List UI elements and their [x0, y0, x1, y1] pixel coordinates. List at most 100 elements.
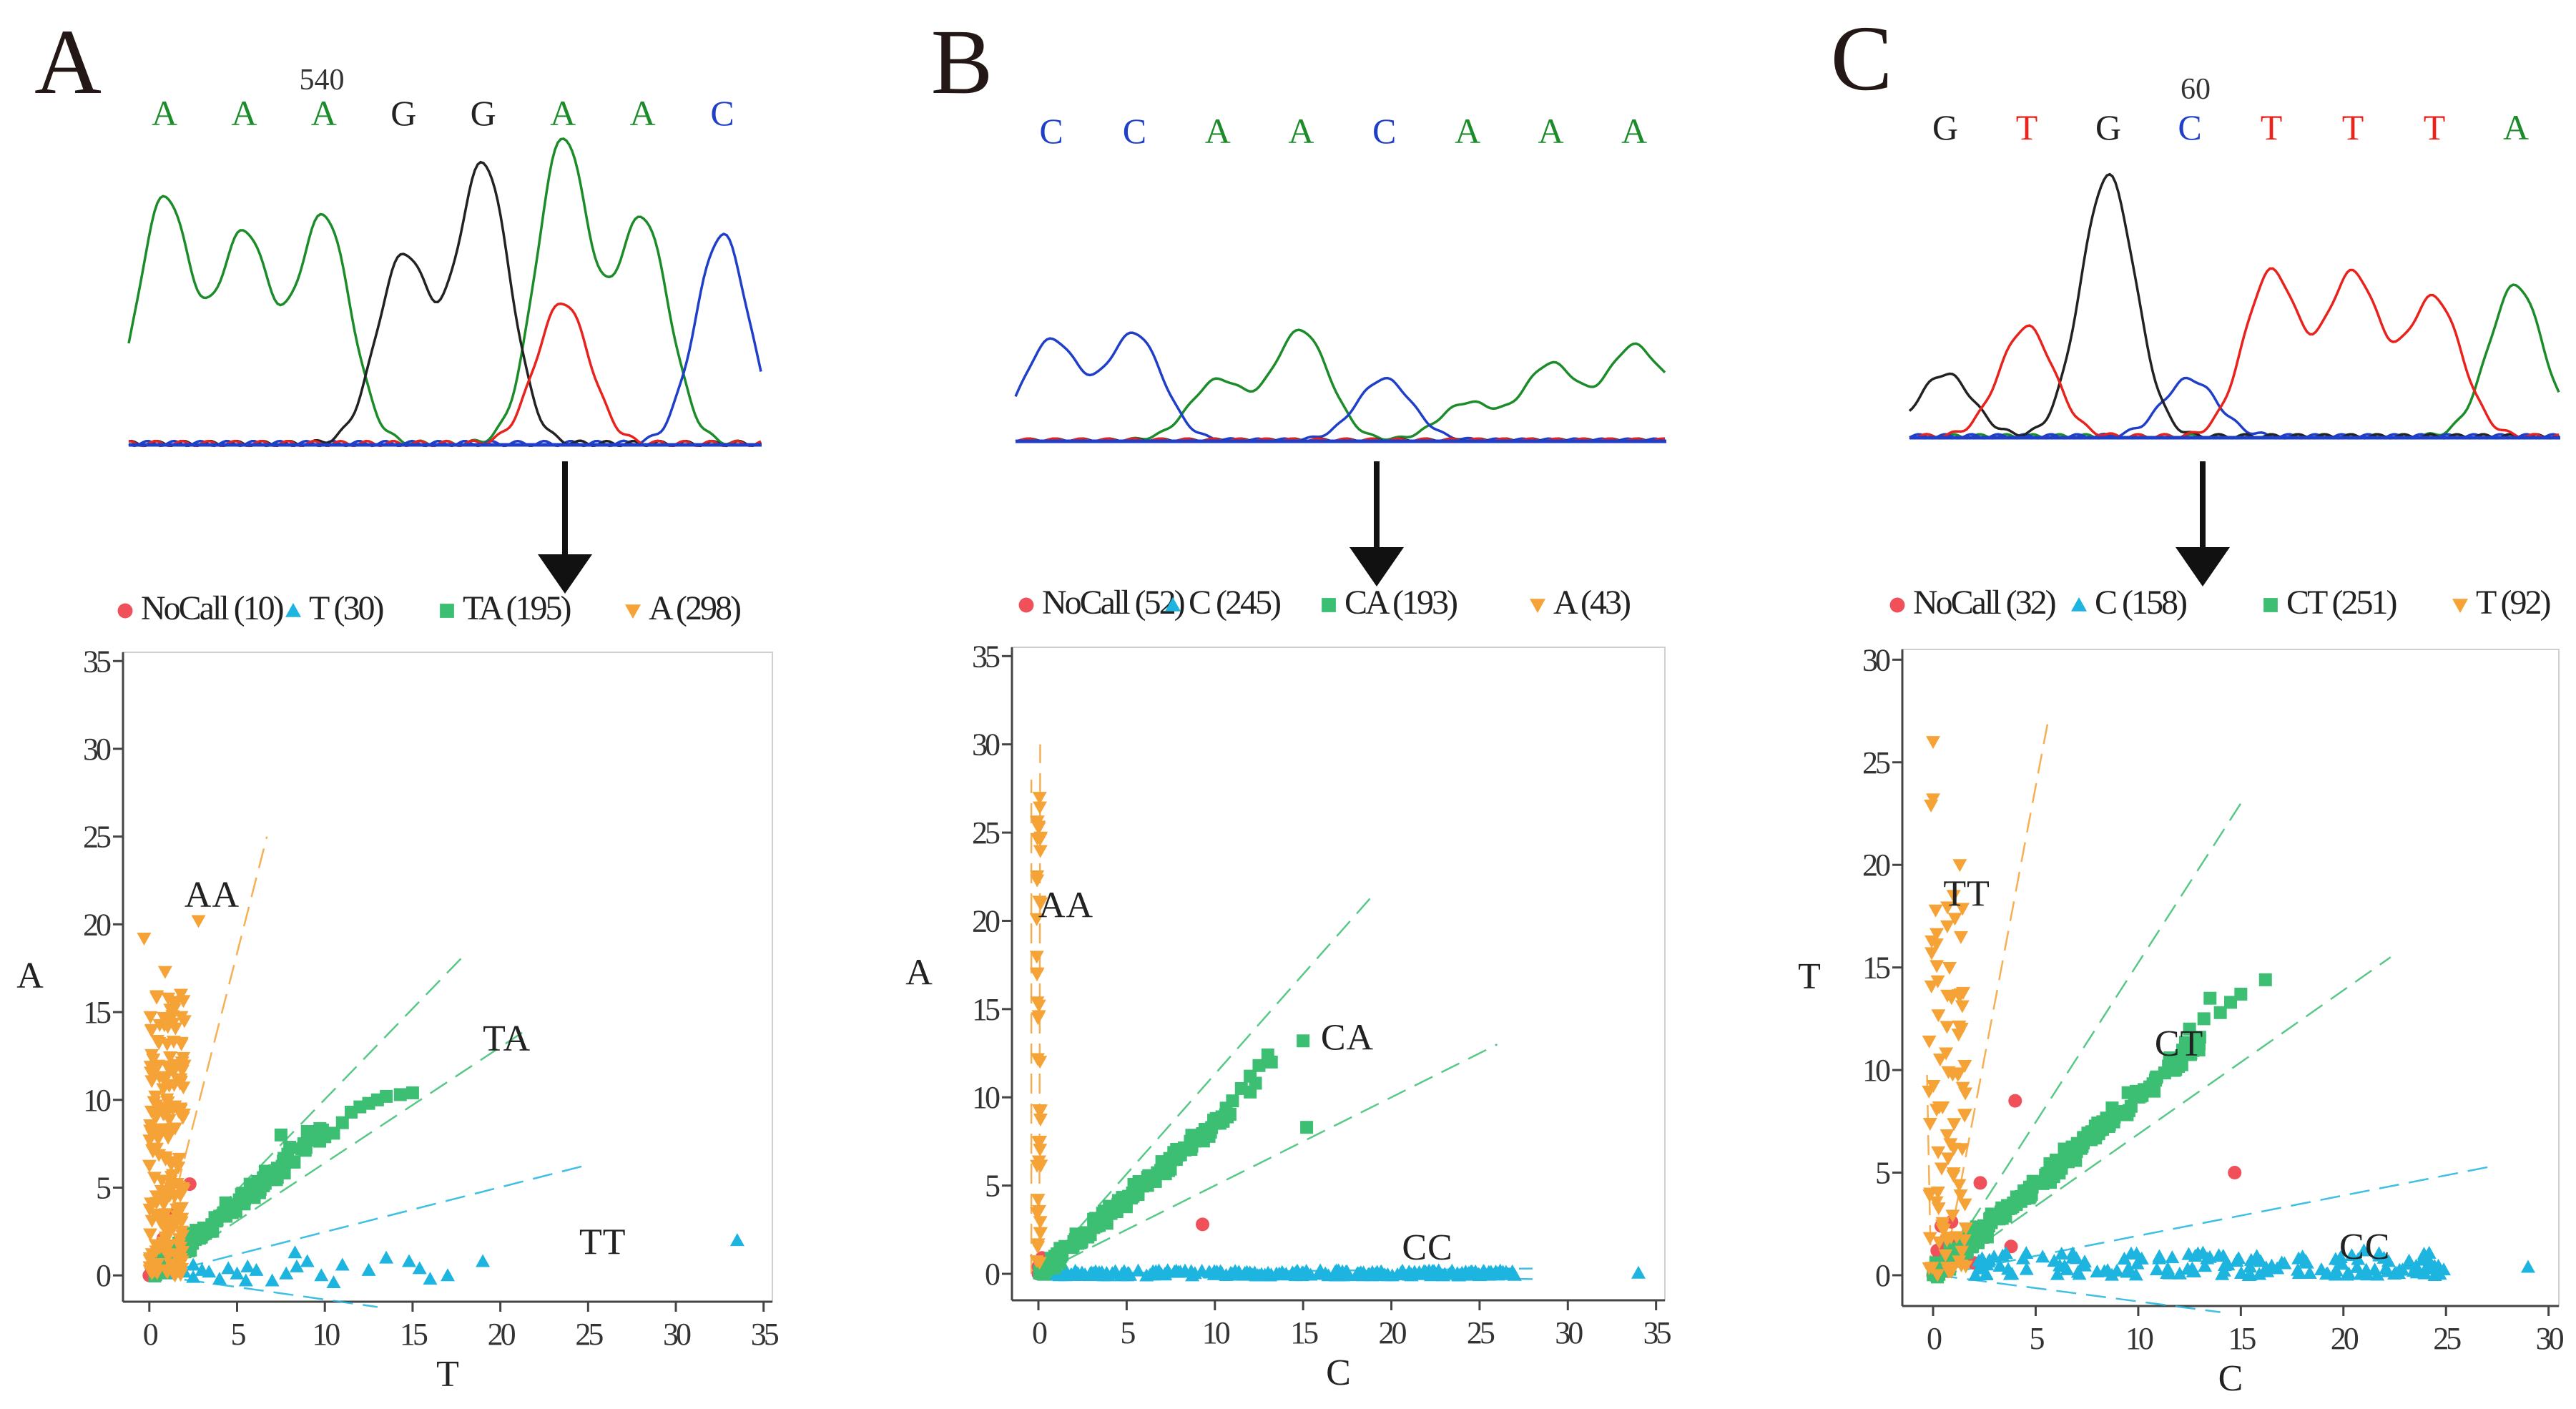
hom-x-point	[300, 1254, 315, 1267]
base-call: C	[710, 93, 734, 133]
hom-y-point	[143, 1228, 158, 1242]
het-point	[1300, 1121, 1314, 1134]
cluster-label: CT	[2155, 1023, 2203, 1064]
legend-label: NoCall (52)	[1042, 584, 1184, 622]
het-point	[2224, 996, 2237, 1009]
hom-y-point	[1033, 845, 1048, 858]
hom-y-point	[1030, 967, 1045, 981]
base-call: T	[2424, 107, 2446, 147]
hom-y-point	[1924, 980, 1939, 993]
x-axis-label: C	[2218, 1358, 2243, 1399]
legend-label: T (30)	[309, 589, 383, 627]
legend-label: NoCall (10)	[141, 589, 283, 627]
y-tick-label: 5	[985, 1169, 1000, 1204]
het-point	[1980, 1222, 1994, 1235]
het-point	[229, 1204, 242, 1218]
het-point	[237, 1193, 250, 1207]
hom-x-point	[1157, 1267, 1172, 1281]
hom-y-point	[1930, 1269, 1945, 1282]
trace-g	[1908, 172, 2560, 440]
legend-label: A (298)	[649, 589, 740, 627]
hom-x-point	[2417, 1250, 2432, 1263]
base-call: A	[311, 93, 337, 133]
y-tick-label: 0	[985, 1257, 1000, 1292]
hom-x-point	[2054, 1246, 2069, 1260]
hom-x-point	[1083, 1266, 1098, 1280]
cluster-boundary-line	[1038, 1044, 1498, 1275]
het-point	[1216, 1110, 1229, 1124]
hom-x-point	[2341, 1266, 2356, 1280]
cluster-boundary-line	[153, 836, 268, 1276]
hom-y-point	[1033, 1135, 1048, 1149]
hom-y-point	[157, 1071, 172, 1085]
het-point	[2183, 1022, 2196, 1036]
hom-y-point	[1032, 1257, 1047, 1270]
het-point	[1116, 1191, 1129, 1204]
het-point	[2053, 1167, 2066, 1180]
hom-y-point	[1922, 1117, 1937, 1131]
hom-x-point	[729, 1233, 744, 1247]
het-point	[297, 1137, 310, 1151]
hom-y-point	[164, 1126, 179, 1139]
het-point	[2193, 1037, 2206, 1051]
het-point	[210, 1214, 223, 1227]
hom-x-point	[2216, 1249, 2231, 1262]
x-tick-label: 30	[1555, 1315, 1583, 1350]
hom-x-point	[2002, 1267, 2017, 1280]
het-point	[1297, 1034, 1310, 1048]
hom-y-point	[162, 1051, 177, 1064]
hom-y-point	[1942, 1265, 1957, 1279]
het-point	[2050, 1153, 2063, 1167]
nocall-point	[1018, 597, 1034, 613]
cluster-label: TT	[1943, 874, 1990, 915]
het-point	[2234, 987, 2248, 1001]
hom-x-point	[1094, 1265, 1109, 1278]
cluster-label: AA	[185, 875, 240, 915]
hom-x-point	[2172, 1266, 2187, 1280]
x-tick-label: 25	[575, 1317, 603, 1352]
hom-x-point	[2110, 1263, 2125, 1277]
hom-x-point	[1995, 1248, 2010, 1262]
hom-y-point	[1947, 913, 1962, 926]
hom-x-point	[412, 1261, 427, 1275]
data-points	[1029, 792, 1646, 1282]
base-call: G	[2095, 107, 2121, 147]
hom-y-point	[1957, 1109, 1972, 1122]
het-point	[1108, 1204, 1122, 1217]
hom-y-point	[1956, 986, 1971, 1000]
hom-x-point	[1428, 1266, 1443, 1280]
x-axis-label: C	[1326, 1352, 1351, 1393]
base-call: A	[1455, 111, 1480, 151]
hom-y-point	[1955, 903, 1970, 916]
hom-y-point	[161, 1105, 176, 1119]
hom-y-point	[1937, 1224, 1952, 1237]
hom-x-point	[1972, 1253, 1987, 1267]
het-point	[2149, 1071, 2163, 1085]
het-point	[393, 1088, 407, 1101]
y-tick-label: 35	[83, 644, 111, 679]
hom-x-point	[2299, 1255, 2314, 1269]
y-tick-label: 0	[1875, 1258, 1890, 1293]
hom-y-point	[1031, 822, 1046, 835]
hom-y-point	[1952, 859, 1967, 873]
hom-x-point	[2229, 1254, 2244, 1267]
hom-y-point	[162, 1114, 177, 1127]
hom-x-point	[441, 1268, 455, 1282]
hom-x-point	[2165, 1250, 2180, 1264]
y-tick-label: 20	[83, 907, 111, 942]
hom-y-point	[137, 933, 152, 946]
hom-y-point	[1942, 961, 1957, 975]
het-point	[2075, 1139, 2089, 1153]
hom-x-point	[1339, 1264, 1355, 1277]
hom-x-point	[2291, 1262, 2306, 1276]
hom-x-point	[279, 1266, 294, 1280]
trace-t	[1909, 267, 2560, 440]
hom-y-point	[177, 1059, 192, 1073]
hom-x-point	[402, 1254, 417, 1267]
hom-y-point	[1932, 1236, 1947, 1250]
hom-x-point	[2351, 1252, 2366, 1265]
legend-label: NoCall (32)	[1913, 584, 2055, 622]
het-point	[335, 1116, 349, 1129]
het-point	[1049, 1257, 1063, 1271]
